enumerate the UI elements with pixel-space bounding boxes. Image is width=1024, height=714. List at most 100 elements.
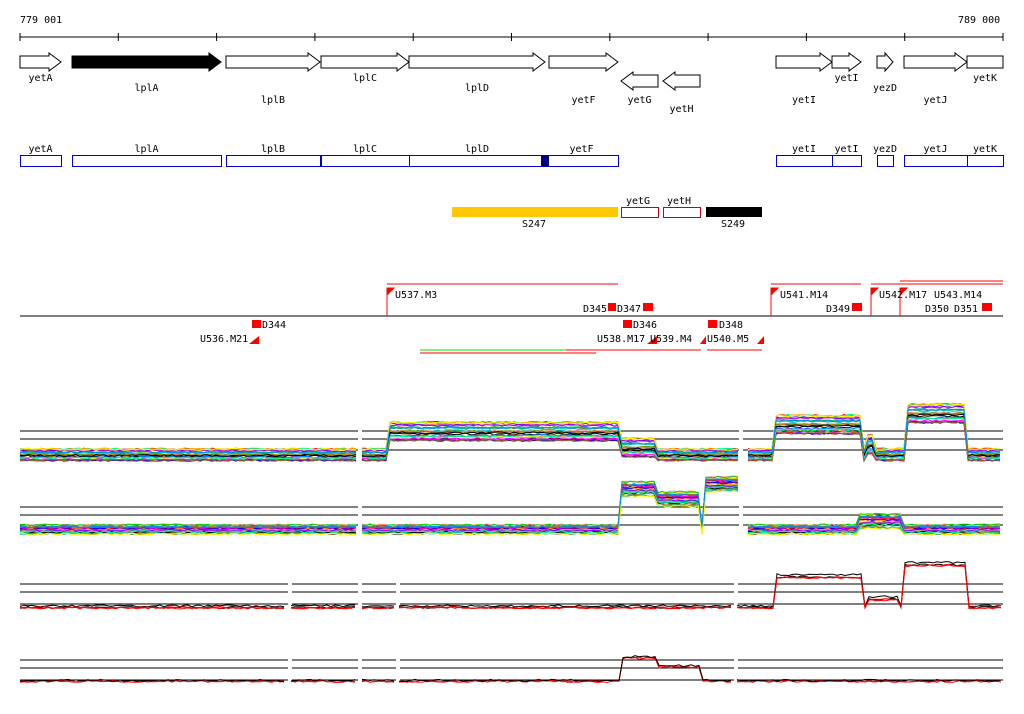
annotation-d344[interactable]: D344 [262, 320, 286, 331]
expression-line [361, 475, 739, 527]
gene-arrow-yetG[interactable] [620, 71, 659, 91]
gene-box-label-yezD: yezD [873, 144, 897, 155]
expression-line [291, 678, 356, 682]
expression-line [399, 656, 732, 683]
gene-box-label-yetJ: yetJ [923, 144, 947, 155]
annotation-d345[interactable]: D345 [583, 304, 607, 315]
expression-line [361, 426, 739, 454]
gene-arrow-lplA[interactable] [71, 52, 222, 72]
expression-line [19, 678, 285, 682]
gene-box-yetI[interactable] [776, 155, 833, 167]
expression-line [19, 456, 357, 460]
gap [1004, 480, 1008, 540]
expression-line [361, 435, 739, 460]
gene-arrow-yetH[interactable] [662, 71, 701, 91]
feature-yetH[interactable] [663, 207, 701, 218]
gene-label-yetI: yetI [834, 73, 858, 84]
terminator-marker [982, 303, 992, 311]
expression-line [361, 479, 739, 529]
expression-line [736, 561, 1002, 609]
gene-label-yetF: yetF [571, 95, 595, 106]
gap [1004, 558, 1008, 618]
expression-line [736, 678, 1002, 682]
gap [1004, 636, 1008, 696]
annotation-u543[interactable]: U543.M14 [934, 290, 982, 301]
promoter-flag-icon [249, 336, 259, 344]
gene-arrow-lplB[interactable] [225, 52, 321, 72]
gene-box-yetJ[interactable] [904, 155, 968, 167]
feature-yetH-label: yetH [667, 196, 691, 207]
gene-arrow-yetI[interactable] [831, 52, 862, 72]
annotation-d347[interactable]: D347 [617, 304, 641, 315]
gene-arrows-track: yetA lplA lplB lplC lplD yetF yetG yetH yetI yetI… [19, 51, 1004, 115]
gene-arrow-yetI[interactable] [775, 52, 833, 72]
expression-line [747, 523, 1001, 534]
gap [396, 558, 400, 618]
gene-box-label-lplB: lplB [261, 144, 285, 155]
expression-line [747, 512, 1000, 527]
annotation-track: U537.M3 D345 D347 D344 U536.M21 D346 U53… [20, 280, 1003, 354]
annotation-u538[interactable]: U538.M17 [597, 334, 645, 345]
gene-label-lplD: lplD [465, 83, 489, 94]
gene-arrow-yetA[interactable] [19, 52, 62, 72]
gap [1004, 405, 1008, 465]
gene-arrow-yetJ[interactable] [903, 52, 968, 72]
gene-box-lplD[interactable] [409, 155, 546, 167]
gap [288, 558, 292, 618]
annotation-d346[interactable]: D346 [633, 320, 657, 331]
expression-line [362, 605, 395, 608]
expression-line [747, 527, 1001, 536]
annotation-u540[interactable]: U540.M5 [707, 334, 749, 345]
feature-s247-label: S247 [522, 219, 546, 230]
highlight-marker [541, 155, 549, 167]
expression-line [290, 604, 355, 608]
annotation-d350[interactable]: D350 [925, 304, 949, 315]
gene-arrow-lplD[interactable] [408, 52, 546, 72]
gene-box-label-yetI: yetI [792, 144, 816, 155]
terminator-marker [852, 303, 862, 311]
gene-arrow-yetK[interactable] [966, 55, 1004, 69]
annotation-u536[interactable]: U536.M21 [200, 334, 248, 345]
gene-box-yetK[interactable] [967, 155, 1004, 167]
gap [739, 480, 743, 540]
gap [396, 636, 400, 696]
annotation-u537[interactable]: U537.M3 [395, 290, 437, 301]
gene-box-yetF[interactable] [545, 155, 619, 167]
gene-box-yezD[interactable] [877, 155, 894, 167]
gene-box-yetI[interactable] [832, 155, 862, 167]
terminator-marker [252, 320, 261, 328]
gene-label-yetA: yetA [28, 73, 52, 84]
gene-box-lplC[interactable] [321, 155, 410, 167]
annotation-d351[interactable]: D351 [954, 304, 978, 315]
gene-box-lplB[interactable] [226, 155, 321, 167]
expression-line [361, 479, 739, 530]
gene-arrow-yezD[interactable] [876, 51, 894, 73]
gene-box-lplA[interactable] [72, 155, 222, 167]
expression-line [736, 563, 1002, 610]
feature-s249[interactable] [706, 207, 762, 217]
gene-arrow-lplC[interactable] [320, 52, 410, 72]
gene-box-label-yetI: yetI [834, 144, 858, 155]
expression-line [361, 427, 739, 455]
annotation-u542[interactable]: U542.M17 [879, 290, 927, 301]
gene-box-yetA[interactable] [20, 155, 62, 167]
expression-line [361, 433, 739, 459]
gene-label-yetK: yetK [973, 73, 997, 84]
expression-line [19, 604, 285, 608]
annotation-u539[interactable]: U539.M4 [650, 334, 692, 345]
expression-line [736, 564, 1002, 610]
gene-label-yezD: yezD [873, 83, 897, 94]
annotation-u541[interactable]: U541.M14 [780, 290, 828, 301]
feature-yetG[interactable] [621, 207, 659, 218]
expression-line [736, 679, 1002, 683]
expression-line [19, 447, 357, 451]
annotation-d349[interactable]: D349 [826, 304, 850, 315]
feature-s247[interactable] [452, 207, 618, 217]
annotation-d348[interactable]: D348 [719, 320, 743, 331]
expression-line [290, 606, 356, 610]
expression-line [361, 431, 739, 457]
gene-arrow-yetF[interactable] [548, 52, 619, 72]
expression-line [398, 655, 732, 682]
expression-line [747, 413, 1000, 458]
